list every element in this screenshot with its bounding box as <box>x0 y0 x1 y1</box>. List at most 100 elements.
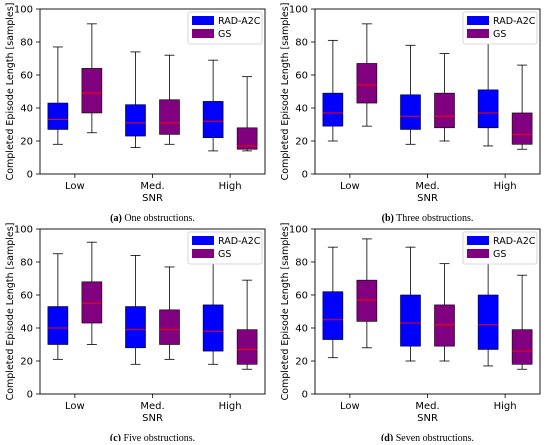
y-tick-label: 40 <box>295 324 308 335</box>
y-tick-label: 100 <box>289 5 308 16</box>
legend-swatch-gs <box>467 29 489 38</box>
legend-label: GS <box>218 249 231 260</box>
y-axis-label: Completed Episode Length [samples] <box>280 223 291 401</box>
legend-label: RAD-A2C <box>493 16 536 27</box>
legend-label: GS <box>493 249 506 260</box>
y-tick-label: 100 <box>14 5 33 16</box>
y-tick-label: 80 <box>295 38 308 49</box>
x-axis-label: SNR <box>142 413 163 424</box>
y-tick-label: 20 <box>295 357 308 368</box>
box-gs <box>356 63 378 104</box>
y-tick-label: 0 <box>27 170 33 181</box>
box-gs <box>356 279 378 322</box>
caption-tag: (c) <box>110 433 121 441</box>
y-tick-label: 80 <box>295 258 308 269</box>
box-rad-a2c <box>477 294 499 350</box>
plot-frame <box>314 8 541 175</box>
y-tick-label: 0 <box>27 390 33 401</box>
y-tick-label: 20 <box>20 357 33 368</box>
caption-tag: (d) <box>381 433 393 441</box>
box-gs <box>511 112 533 145</box>
x-tick-label: Low <box>65 181 85 192</box>
y-tick-label: 20 <box>20 137 33 148</box>
y-tick-label: 40 <box>20 104 33 115</box>
panel-caption: (a) One obstructions. <box>110 213 195 224</box>
box-gs <box>236 329 258 365</box>
caption-tag: (b) <box>382 213 394 224</box>
x-axis-label: SNR <box>417 413 438 424</box>
legend-swatch-rad-a2c <box>467 236 489 245</box>
box-gs <box>81 281 103 324</box>
panel-caption: (d) Seven obstructions. <box>381 433 474 441</box>
y-tick-label: 80 <box>20 258 33 269</box>
box-gs <box>434 304 455 347</box>
y-tick-label: 60 <box>20 291 33 302</box>
caption-text: One obstructions. <box>124 213 195 224</box>
x-tick-label: High <box>494 401 517 412</box>
box-gs <box>434 92 455 129</box>
box-gs <box>159 309 180 345</box>
legend: RAD-A2C GS <box>462 11 538 45</box>
box-rad-a2c <box>202 101 224 139</box>
legend-swatch-gs <box>192 249 214 258</box>
legend: RAD-A2C GS <box>187 11 263 45</box>
plot-frame <box>39 228 266 395</box>
y-axis-label: Completed Episode Length [samples] <box>5 3 16 181</box>
legend: RAD-A2C GS <box>187 231 263 265</box>
y-tick-label: 100 <box>289 225 308 236</box>
x-axis-label: SNR <box>417 193 438 204</box>
x-tick-label: Low <box>65 401 85 412</box>
y-tick-label: 40 <box>295 104 308 115</box>
box-rad-a2c <box>400 94 421 130</box>
y-tick-label: 60 <box>295 291 308 302</box>
legend-label: RAD-A2C <box>493 236 536 247</box>
box-rad-a2c <box>125 306 146 349</box>
x-tick-label: Med. <box>140 401 164 412</box>
panel-caption: (c) Five obstructions. <box>110 433 195 441</box>
box-rad-a2c <box>322 291 344 340</box>
legend-swatch-gs <box>192 29 214 38</box>
box-rad-a2c <box>477 89 499 129</box>
legend-swatch-rad-a2c <box>467 16 489 25</box>
y-axis-label: Completed Episode Length [samples] <box>5 223 16 401</box>
y-tick-label: 20 <box>295 137 308 148</box>
y-tick-label: 0 <box>302 170 308 181</box>
y-tick-label: 0 <box>302 390 308 401</box>
x-tick-label: Low <box>340 401 360 412</box>
y-tick-label: 60 <box>295 71 308 82</box>
box-rad-a2c <box>47 102 69 130</box>
y-tick-label: 60 <box>20 71 33 82</box>
caption-text: Seven obstructions. <box>396 433 474 441</box>
caption-text: Three obstructions. <box>396 213 473 224</box>
x-tick-label: High <box>494 181 517 192</box>
legend-swatch-rad-a2c <box>192 16 214 25</box>
legend-label: GS <box>218 29 231 40</box>
y-tick-label: 80 <box>20 38 33 49</box>
plot-frame <box>314 228 541 395</box>
legend: RAD-A2C GS <box>462 231 538 265</box>
caption-text: Five obstructions. <box>123 433 195 441</box>
box-gs <box>81 68 103 114</box>
caption-tag: (a) <box>110 213 122 224</box>
plot-frame <box>39 8 266 175</box>
legend-swatch-rad-a2c <box>192 236 214 245</box>
x-tick-label: Med. <box>415 401 439 412</box>
legend-swatch-gs <box>467 249 489 258</box>
legend-label: RAD-A2C <box>218 236 261 247</box>
x-tick-label: Low <box>340 181 360 192</box>
legend-label: RAD-A2C <box>218 16 261 27</box>
y-axis-label: Completed Episode Length [samples] <box>280 3 291 181</box>
box-gs <box>236 127 258 150</box>
box-rad-a2c <box>47 306 69 345</box>
box-rad-a2c <box>400 294 421 347</box>
box-rad-a2c <box>322 92 344 127</box>
box-rad-a2c <box>125 104 146 137</box>
panel-caption: (b) Three obstructions. <box>382 213 474 224</box>
legend-label: GS <box>493 29 506 40</box>
x-axis-label: SNR <box>142 193 163 204</box>
y-tick-label: 100 <box>14 225 33 236</box>
